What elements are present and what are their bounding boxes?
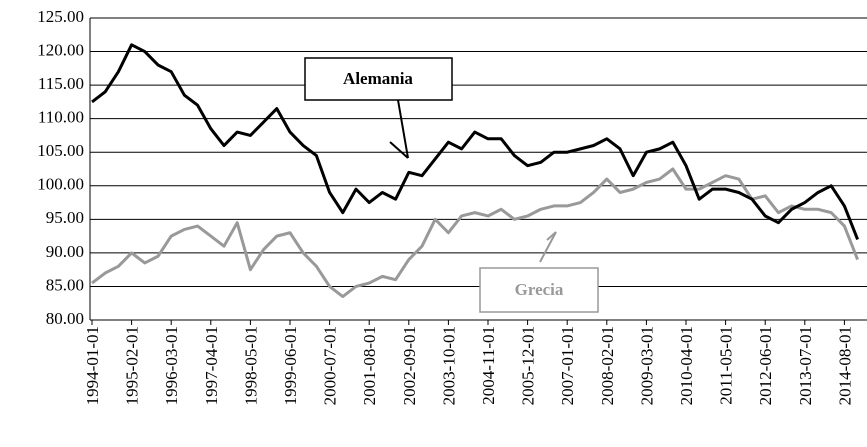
annotation: Grecia [515, 280, 564, 299]
annotation-arrow [539, 231, 557, 263]
x-tick-label: 2007-01-01 [558, 326, 577, 405]
x-tick-label: 2000-07-01 [321, 326, 340, 405]
y-tick-label: 95.00 [46, 208, 84, 227]
annotation-arrow [397, 99, 409, 159]
y-tick-label: 110.00 [38, 108, 84, 127]
annotation-box [304, 57, 453, 101]
x-tick-label: 2014-08-01 [835, 326, 854, 405]
x-tick-label: 1994-01-01 [83, 326, 102, 405]
x-tick-label: 2012-06-01 [756, 326, 775, 405]
x-tick-label: 2013-07-01 [796, 326, 815, 405]
x-tick-label: 1997-04-01 [202, 326, 221, 405]
x-tick-label: 1995-02-01 [123, 326, 142, 405]
x-tick-label: 2010-04-01 [677, 326, 696, 405]
line-series [91, 43, 859, 241]
x-tick-label: 2003-10-01 [439, 326, 458, 405]
y-tick-label: 100.00 [37, 175, 84, 194]
annotation-arrow [546, 231, 557, 241]
y-tick-label: 105.00 [37, 141, 84, 160]
x-tick-label: 1996-03-01 [162, 326, 181, 405]
x-tick-label: 2002-09-01 [400, 326, 419, 405]
plot: 80.00 85.00 90.00 95.00 100.00 105.00 110.00 11… [37, 7, 867, 405]
x-tick-label: 2001-08-01 [360, 326, 379, 405]
annotation: Alemania [343, 69, 413, 88]
x-tick-label: 1998-05-01 [241, 326, 260, 405]
x-tick-label: 1999-06-01 [281, 326, 300, 405]
annotation-box [479, 267, 599, 313]
line-series [91, 167, 859, 299]
y-tick-label: 120.00 [37, 40, 84, 59]
x-tick-label: 2008-02-01 [598, 326, 617, 405]
x-tick-label: 2004-11-01 [479, 326, 498, 405]
y-tick-label: 85.00 [46, 275, 84, 294]
y-tick-label: 90.00 [46, 242, 84, 261]
y-tick-label: 80.00 [46, 309, 84, 328]
y-tick-label: 125.00 [37, 7, 84, 26]
annotation-arrow [389, 141, 409, 159]
y-tick-label: 115.00 [38, 74, 84, 93]
x-tick-label: 2005-12-01 [519, 326, 538, 405]
x-tick-label: 2009-03-01 [637, 326, 656, 405]
x-tick-label: 2011-05-01 [717, 326, 736, 405]
